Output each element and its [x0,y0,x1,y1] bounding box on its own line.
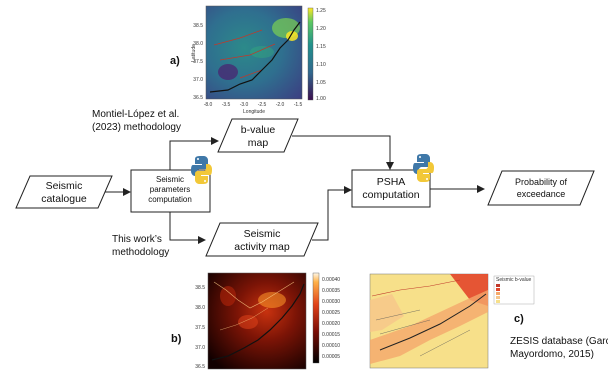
b-value-map-node [217,118,299,153]
map-b: 38.5 38.0 37.5 37.0 36.5 0.00040 0.00035… [195,272,340,370]
map-a: 38.5 38.0 37.5 37.0 36.5 -8.0 -3.5 -3.0 … [191,5,326,115]
map-b-cbtick: 0.00030 [322,299,340,305]
map-a-ylabel: Latitude [191,44,197,62]
zesis-line1: ZESIS database (Garcí [510,336,608,347]
map-a-colorbar [307,7,314,101]
map-a-xtick: -1.5 [294,102,303,108]
seismic-catalogue-line2: catalogue [41,193,87,205]
map-a-cbtick: 1.00 [316,96,326,102]
map-a-ytick: 37.0 [193,77,203,83]
arrow-activity-to-psha [312,186,352,241]
map-b-colorbar [312,272,320,364]
probability-of-exceedance-node [487,170,595,206]
map-a-cbtick: 1.10 [316,62,326,68]
map-b-cbtick: 0.00025 [322,310,340,316]
montiel-lopez-line2: (2023) methodology [92,122,181,133]
map-a-xtick: -2.0 [276,102,285,108]
panel-c-label: c) [514,313,524,325]
map-a-xtick: -3.5 [222,102,231,108]
map-b-ytick: 37.5 [195,325,205,331]
seismic-parameters-line2: parameters [150,185,190,194]
map-b-ytick: 36.5 [195,364,205,370]
seismic-activity-map-line1: Seismic [244,228,281,240]
python-icon [191,156,212,184]
map-a-ytick: 37.5 [193,59,203,65]
seismic-catalogue-line1: Seismic [46,180,83,192]
psha-computation-line1: PSHA [377,176,406,188]
arrow-parameters-to-bvalue [169,137,219,170]
map-b-ytick: 38.0 [195,305,205,311]
map-a-xtick: -8.0 [204,102,213,108]
arrow-parameters-to-activity [169,212,206,244]
probability-line1: Probability of [515,177,568,187]
b-value-map-line2: map [248,137,269,149]
seismic-parameters-line3: computation [148,195,192,204]
map-b-cbtick: 0.00020 [322,321,340,327]
map-a-ytick: 38.0 [193,41,203,47]
zesis-line2: Mayordomo, 2015) [510,349,594,360]
map-b-cbtick: 0.00005 [322,354,340,360]
seismic-catalogue-node [15,175,113,209]
map-b-cbtick: 0.00040 [322,277,340,283]
this-work-line1: This work’s [112,234,162,245]
map-b-cbtick: 0.00035 [322,288,340,294]
map-b-ytick: 38.5 [195,285,205,291]
python-icon [413,154,434,182]
map-b-cbtick: 0.00010 [322,343,340,349]
psha-computation-line2: computation [362,189,419,201]
probability-line2: exceedance [517,189,566,199]
map-a-ytick: 36.5 [193,95,203,101]
seismic-activity-map-node [205,222,319,257]
map-a-cbtick: 1.15 [316,44,326,50]
arrow-bvalue-to-psha [292,135,394,170]
map-a-cbtick: 1.05 [316,80,326,86]
map-a-cbtick: 1.20 [316,26,326,32]
map-c: Seismic b-value [369,273,535,369]
b-value-map-line1: b-value [241,124,276,136]
montiel-lopez-line1: Montiel-López et al. [92,109,179,120]
panel-a-label: a) [170,55,180,67]
map-a-xtick: -2.5 [258,102,267,108]
this-work-line2: methodology [112,247,169,258]
panel-b-label: b) [171,333,182,345]
map-a-cbtick: 1.25 [316,8,326,14]
map-a-xtick: -3.0 [240,102,249,108]
map-b-cbtick: 0.00015 [322,332,340,338]
seismic-parameters-line1: Seismic [156,175,184,184]
map-c-legend-title: Seismic b-value [496,277,532,283]
map-a-xlabel: Longitude [243,109,265,115]
map-b-ytick: 37.0 [195,345,205,351]
seismic-activity-map-line2: activity map [234,241,290,253]
map-a-ytick: 38.5 [193,23,203,29]
